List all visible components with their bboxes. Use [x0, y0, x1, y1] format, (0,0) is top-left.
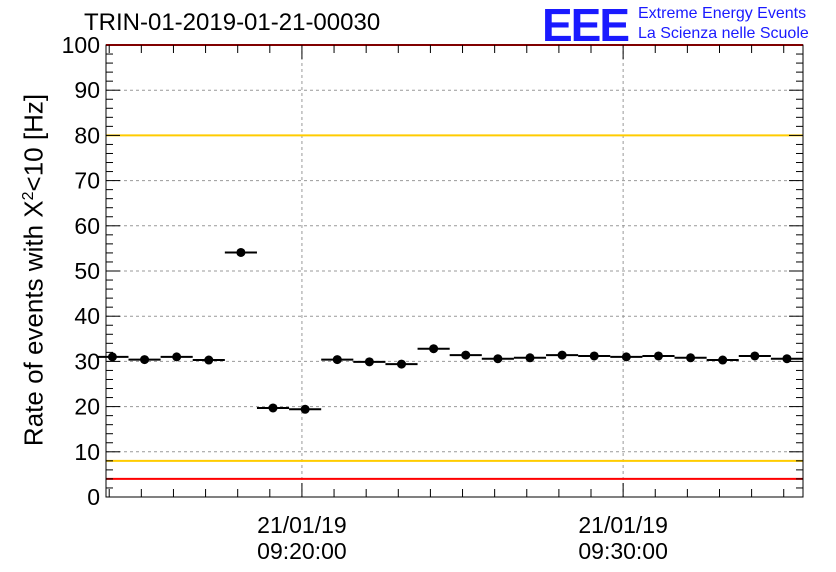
data-point	[525, 353, 535, 363]
y-tick-label: 70	[74, 168, 100, 194]
data-point	[686, 353, 696, 363]
x-tick-label: 21/01/19 09:30:00	[578, 512, 668, 564]
data-point	[332, 355, 342, 365]
data-point	[107, 352, 117, 362]
data-point	[461, 350, 471, 360]
y-tick-label: 100	[62, 32, 100, 58]
y-tick-label: 60	[74, 213, 100, 239]
data-point	[397, 359, 407, 369]
data-point	[204, 355, 214, 365]
data-point	[236, 247, 246, 257]
x-tick-time: 09:30:00	[578, 538, 668, 564]
y-tick-label: 50	[74, 258, 100, 284]
data-point	[429, 344, 439, 354]
data-point	[140, 355, 150, 365]
data-point	[493, 354, 503, 364]
y-tick-label: 30	[74, 348, 100, 374]
logo-line-1: Extreme Energy Events	[638, 5, 807, 22]
x-tick-date: 21/01/19	[257, 512, 347, 538]
x-tick-label: 21/01/19 09:20:00	[257, 512, 347, 564]
data-point	[750, 351, 760, 361]
eee-logo-text: Extreme Energy Events La Scienza nelle S…	[638, 4, 809, 44]
x-tick-time: 09:20:00	[257, 538, 347, 564]
data-point	[557, 350, 567, 360]
logo-line-2: La Scienza nelle Scuole	[638, 25, 809, 42]
data-point	[268, 403, 278, 413]
x-tick-date: 21/01/19	[578, 512, 668, 538]
data-point	[718, 355, 728, 365]
y-tick-label: 90	[74, 77, 100, 103]
data-point	[172, 352, 182, 362]
data-point	[300, 404, 310, 414]
data-point	[653, 351, 663, 361]
y-tick-label: 80	[74, 122, 100, 148]
data-point	[782, 354, 792, 364]
chart-title: TRIN-01-2019-01-21-00030	[84, 9, 381, 36]
data-point	[589, 351, 599, 361]
y-tick-label: 20	[74, 394, 100, 420]
y-tick-label: 10	[74, 439, 100, 465]
eee-logo-mark: EEE	[542, 0, 630, 51]
y-tick-label: 40	[74, 303, 100, 329]
y-tick-label: 0	[87, 484, 100, 510]
data-point	[364, 357, 374, 367]
data-point	[621, 352, 631, 362]
